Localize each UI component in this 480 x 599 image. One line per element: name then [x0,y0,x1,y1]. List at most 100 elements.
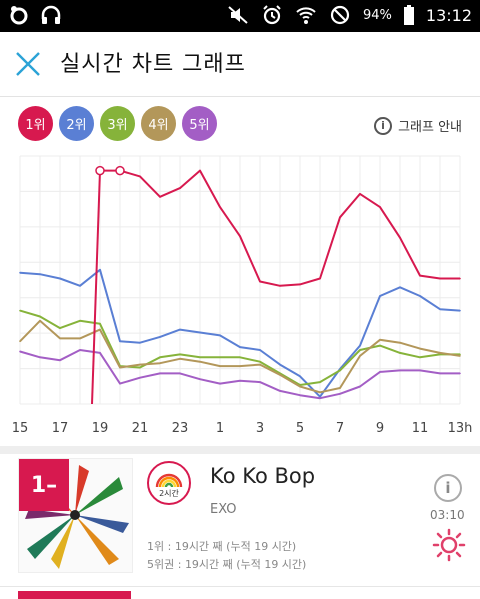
data-point [59,337,61,340]
data-point [19,309,21,312]
data-point [139,366,141,369]
data-point [79,285,81,287]
next-list-item[interactable] [0,586,480,599]
legend-rank-label: 1위 [25,118,46,133]
data-point [339,369,341,372]
data-point [239,356,241,359]
legend-rank-label: 5위 [189,118,210,133]
data-point [399,286,401,289]
data-point [219,206,221,208]
battery-level: 94% [362,7,392,23]
data-point [399,369,401,372]
legend-rank-label: 2위 [66,118,87,133]
close-button[interactable] [14,50,42,78]
data-point [259,280,261,283]
data-point [379,371,381,373]
data-point [79,349,81,351]
rank-number: 1 [30,472,47,498]
data-point [399,352,401,354]
data-point [359,344,361,347]
mute-icon [227,4,249,26]
data-point [339,216,341,219]
data-point [419,295,421,297]
data-point [459,353,461,356]
data-point [179,187,181,189]
data-point [299,375,301,378]
battery-icon [403,5,414,25]
data-point [259,381,261,383]
data-point [419,347,421,350]
data-point [299,283,301,286]
data-point [199,331,201,334]
data-point [139,363,141,366]
data-point [239,346,241,348]
peak-marker [115,165,125,176]
sun-button[interactable] [432,528,466,562]
chart-list-item[interactable]: 1– 2시간 Ko Ko Bop EXO 1위 : 19시간 째 (누적 19 … [0,454,480,582]
data-point [219,356,221,359]
data-point [359,193,361,195]
section-divider [0,446,480,454]
song-title: Ko Ko Bop [210,464,316,488]
data-point [399,341,401,344]
legend-rank-2[interactable]: 2위 [59,106,94,141]
data-point [239,235,241,238]
x-tick-label: 21 [132,421,149,436]
data-point [199,360,201,363]
x-tick-label: 7 [336,421,344,436]
data-point [39,320,41,322]
series-entry-line [91,170,101,405]
song-info-button[interactable]: i [434,474,462,502]
legend-rank-1[interactable]: 1위 [18,106,53,141]
next-rank-tag [18,591,131,599]
rank-chart-svg: 15 17 19 21 23 1 3 5 7 9 11 13h [12,155,472,436]
data-point [359,349,361,351]
data-point [99,268,101,271]
data-point [219,365,221,367]
rank-legend: 1위 2위 3위 4위 5위 [18,106,217,141]
sun-icon [432,528,466,562]
data-point [259,360,261,363]
x-tick-label: 1 [216,421,224,436]
data-point [39,356,41,359]
data-point [159,372,161,375]
legend-rank-4[interactable]: 4위 [141,106,176,141]
data-point [19,350,21,353]
data-point [419,369,421,372]
page-title: 실시간 차트 그래프 [60,52,246,77]
data-point [19,340,21,343]
data-point [439,308,441,310]
data-point [239,365,241,367]
data-point [459,309,461,312]
graph-guide-button[interactable]: i 그래프 안내 [374,116,462,135]
data-point [339,392,341,395]
data-point [139,175,141,178]
data-point [279,390,281,392]
rank-tag: 1– [19,459,69,511]
data-point [119,366,121,369]
legend-rank-label: 4위 [148,118,169,133]
data-point [439,352,441,354]
data-point [159,336,161,338]
data-point [19,271,21,274]
data-point [299,394,301,397]
data-point [319,381,321,383]
x-tick-label: 23 [172,421,189,436]
rainbow-icon [155,473,183,488]
rank-change: – [46,472,58,498]
data-point [59,327,61,329]
data-point [379,206,381,208]
data-point [179,328,181,331]
data-point [419,356,421,359]
data-point [359,385,361,388]
data-point [179,353,181,356]
x-tick-label: 19 [92,421,109,436]
legend-rank-3[interactable]: 3위 [100,106,135,141]
info-icon: i [374,116,393,135]
legend-rank-5[interactable]: 5위 [182,106,217,141]
data-point [259,349,261,351]
data-point [279,374,281,376]
x-tick-label: 9 [376,421,384,436]
app-header: 실시간 차트 그래프 [0,32,480,97]
status-bar: 94% 13:12 [0,0,480,32]
